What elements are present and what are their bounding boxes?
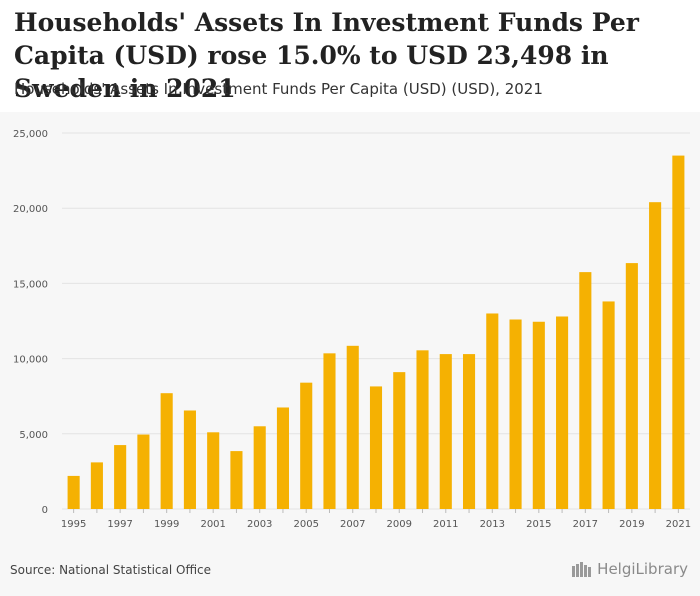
bar-2003[interactable] bbox=[253, 426, 266, 509]
y-tick-label: 25,000 bbox=[13, 129, 48, 140]
source-note: Source: National Statistical Office bbox=[10, 563, 212, 577]
bar-1999[interactable] bbox=[160, 393, 173, 509]
chart-title: Households' Assets In Investment Funds P… bbox=[14, 8, 639, 103]
bar-2021[interactable] bbox=[672, 155, 685, 509]
x-axis-labels: 1995 1997 1999 2001 2003 2005 2007 2009 2011 2013… bbox=[61, 509, 691, 530]
bar-2010[interactable] bbox=[416, 350, 429, 509]
y-tick-label: 0 bbox=[42, 505, 48, 516]
y-tick-label: 5,000 bbox=[19, 430, 48, 441]
bar-2000[interactable] bbox=[183, 410, 196, 509]
bar-2014[interactable] bbox=[509, 319, 522, 509]
bar-2011[interactable] bbox=[439, 354, 452, 509]
bar-2013[interactable] bbox=[486, 313, 499, 509]
x-tick-label: 2013 bbox=[480, 519, 505, 530]
x-tick-label: 1997 bbox=[107, 519, 132, 530]
bar-1996[interactable] bbox=[90, 462, 103, 509]
logo-text: HelgiLibrary bbox=[597, 560, 688, 578]
bar-2004[interactable] bbox=[276, 407, 290, 509]
bar-1995[interactable] bbox=[67, 475, 80, 509]
bar-2018[interactable] bbox=[602, 301, 615, 509]
bar-2017[interactable] bbox=[579, 272, 592, 509]
x-tick-label: 2011 bbox=[433, 519, 458, 530]
x-tick-label: 2007 bbox=[340, 519, 365, 530]
y-tick-label: 10,000 bbox=[13, 355, 48, 366]
bar-2005[interactable] bbox=[300, 382, 313, 509]
bar-2015[interactable] bbox=[532, 321, 545, 509]
x-tick-label: 2019 bbox=[619, 519, 644, 530]
x-tick-label: 2003 bbox=[247, 519, 272, 530]
x-tick-label: 2017 bbox=[573, 519, 598, 530]
x-tick-label: 2009 bbox=[387, 519, 412, 530]
y-tick-label: 15,000 bbox=[13, 279, 48, 290]
bar-2012[interactable] bbox=[462, 354, 476, 509]
x-tick-label: 2001 bbox=[200, 519, 225, 530]
bar-2008[interactable] bbox=[369, 386, 383, 509]
bar-1998[interactable] bbox=[137, 434, 150, 509]
bar-2007[interactable] bbox=[346, 345, 359, 509]
x-tick-label: 1995 bbox=[61, 519, 86, 530]
x-tick-label: 2005 bbox=[293, 519, 318, 530]
bar-2020[interactable] bbox=[649, 202, 662, 509]
bar-2016[interactable] bbox=[556, 316, 569, 509]
x-tick-label: 2015 bbox=[526, 519, 551, 530]
header: Households' Assets In Investment Funds P… bbox=[0, 0, 700, 112]
helgilibrary-logo[interactable]: HelgiLibrary bbox=[571, 560, 688, 578]
bar-1997[interactable] bbox=[114, 445, 127, 509]
bar-2001[interactable] bbox=[207, 432, 220, 509]
bar-2009[interactable] bbox=[393, 372, 406, 509]
x-tick-label: 2021 bbox=[666, 519, 691, 530]
library-icon bbox=[572, 562, 592, 577]
y-tick-label: 20,000 bbox=[13, 204, 48, 215]
chart-subtitle: Households' Assets In Investment Funds P… bbox=[14, 80, 543, 98]
bar-2006[interactable] bbox=[323, 353, 336, 509]
bars bbox=[67, 155, 685, 509]
y-axis-labels: 0 5,000 10,000 15,000 20,000 25,000 bbox=[13, 129, 48, 516]
bar-2019[interactable] bbox=[625, 263, 638, 509]
x-tick-label: 1999 bbox=[154, 519, 179, 530]
bar-2002[interactable] bbox=[230, 451, 243, 509]
